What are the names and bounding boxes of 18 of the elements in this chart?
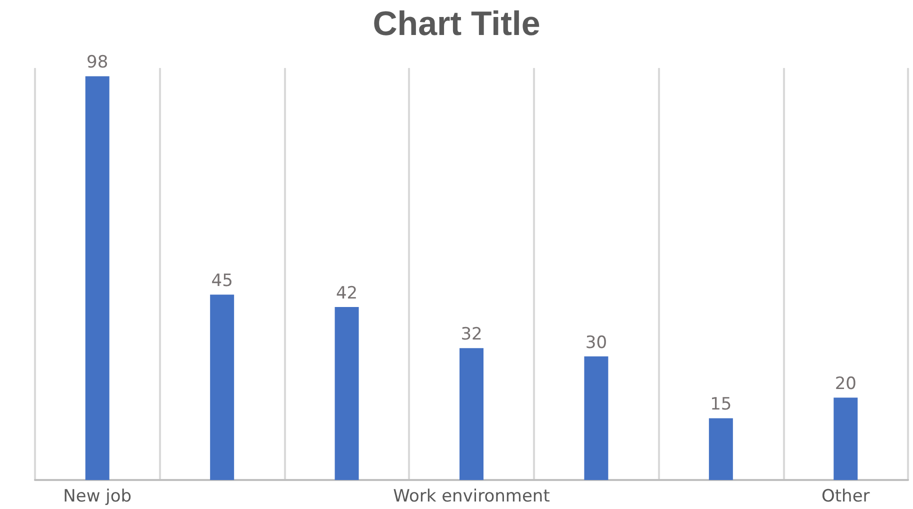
data-label: 45 <box>211 271 233 292</box>
bar <box>584 356 608 480</box>
x-tick-label: New job <box>63 486 132 506</box>
data-label: 32 <box>460 324 482 345</box>
bar <box>85 76 110 480</box>
x-tick-label: Work environment <box>393 486 550 506</box>
bar <box>708 418 733 480</box>
bar <box>834 398 858 480</box>
chart-title: Chart Title <box>372 5 540 43</box>
data-label: 98 <box>86 52 108 73</box>
data-label: 15 <box>710 394 732 415</box>
data-label: 42 <box>336 283 358 304</box>
bar <box>210 294 234 480</box>
data-label: 30 <box>585 332 608 353</box>
x-tick-label: Other <box>822 486 870 506</box>
data-label: 20 <box>834 374 856 394</box>
bar <box>334 306 359 480</box>
bar <box>460 348 484 480</box>
